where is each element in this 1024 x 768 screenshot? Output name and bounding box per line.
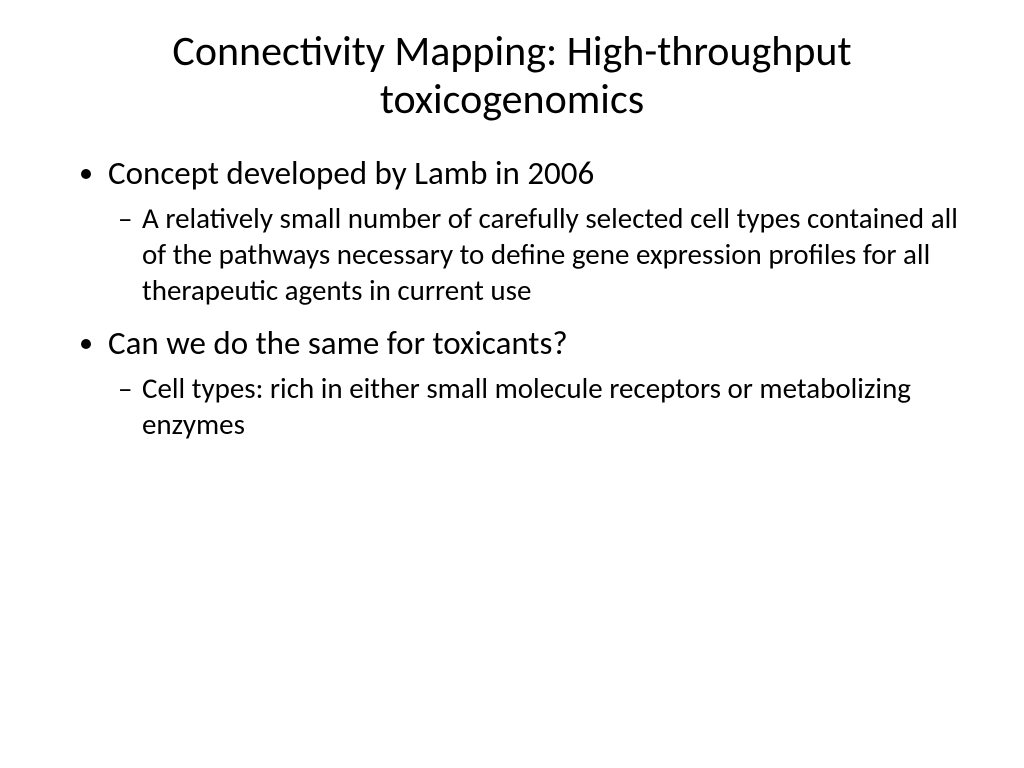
bullet-item: Concept developed by Lamb in 2006 A rela… (108, 153, 964, 309)
sub-bullet-text: A relatively small number of carefully s… (142, 200, 958, 309)
bullet-item: Can we do the same for toxicants? Cell t… (108, 323, 964, 443)
bullet-list-level2: A relatively small number of carefully s… (108, 200, 964, 309)
sub-bullet-text: Cell types: rich in either small molecul… (142, 370, 911, 442)
slide-title: Connectivity Mapping: High-throughput to… (60, 28, 964, 125)
bullet-list-level1: Concept developed by Lamb in 2006 A rela… (60, 153, 964, 443)
slide: Connectivity Mapping: High-throughput to… (0, 0, 1024, 768)
bullet-text: Concept developed by Lamb in 2006 (108, 153, 594, 193)
bullet-list-level2: Cell types: rich in either small molecul… (108, 370, 964, 443)
sub-bullet-item: Cell types: rich in either small molecul… (142, 370, 964, 443)
bullet-text: Can we do the same for toxicants? (108, 323, 568, 363)
sub-bullet-item: A relatively small number of carefully s… (142, 200, 964, 309)
